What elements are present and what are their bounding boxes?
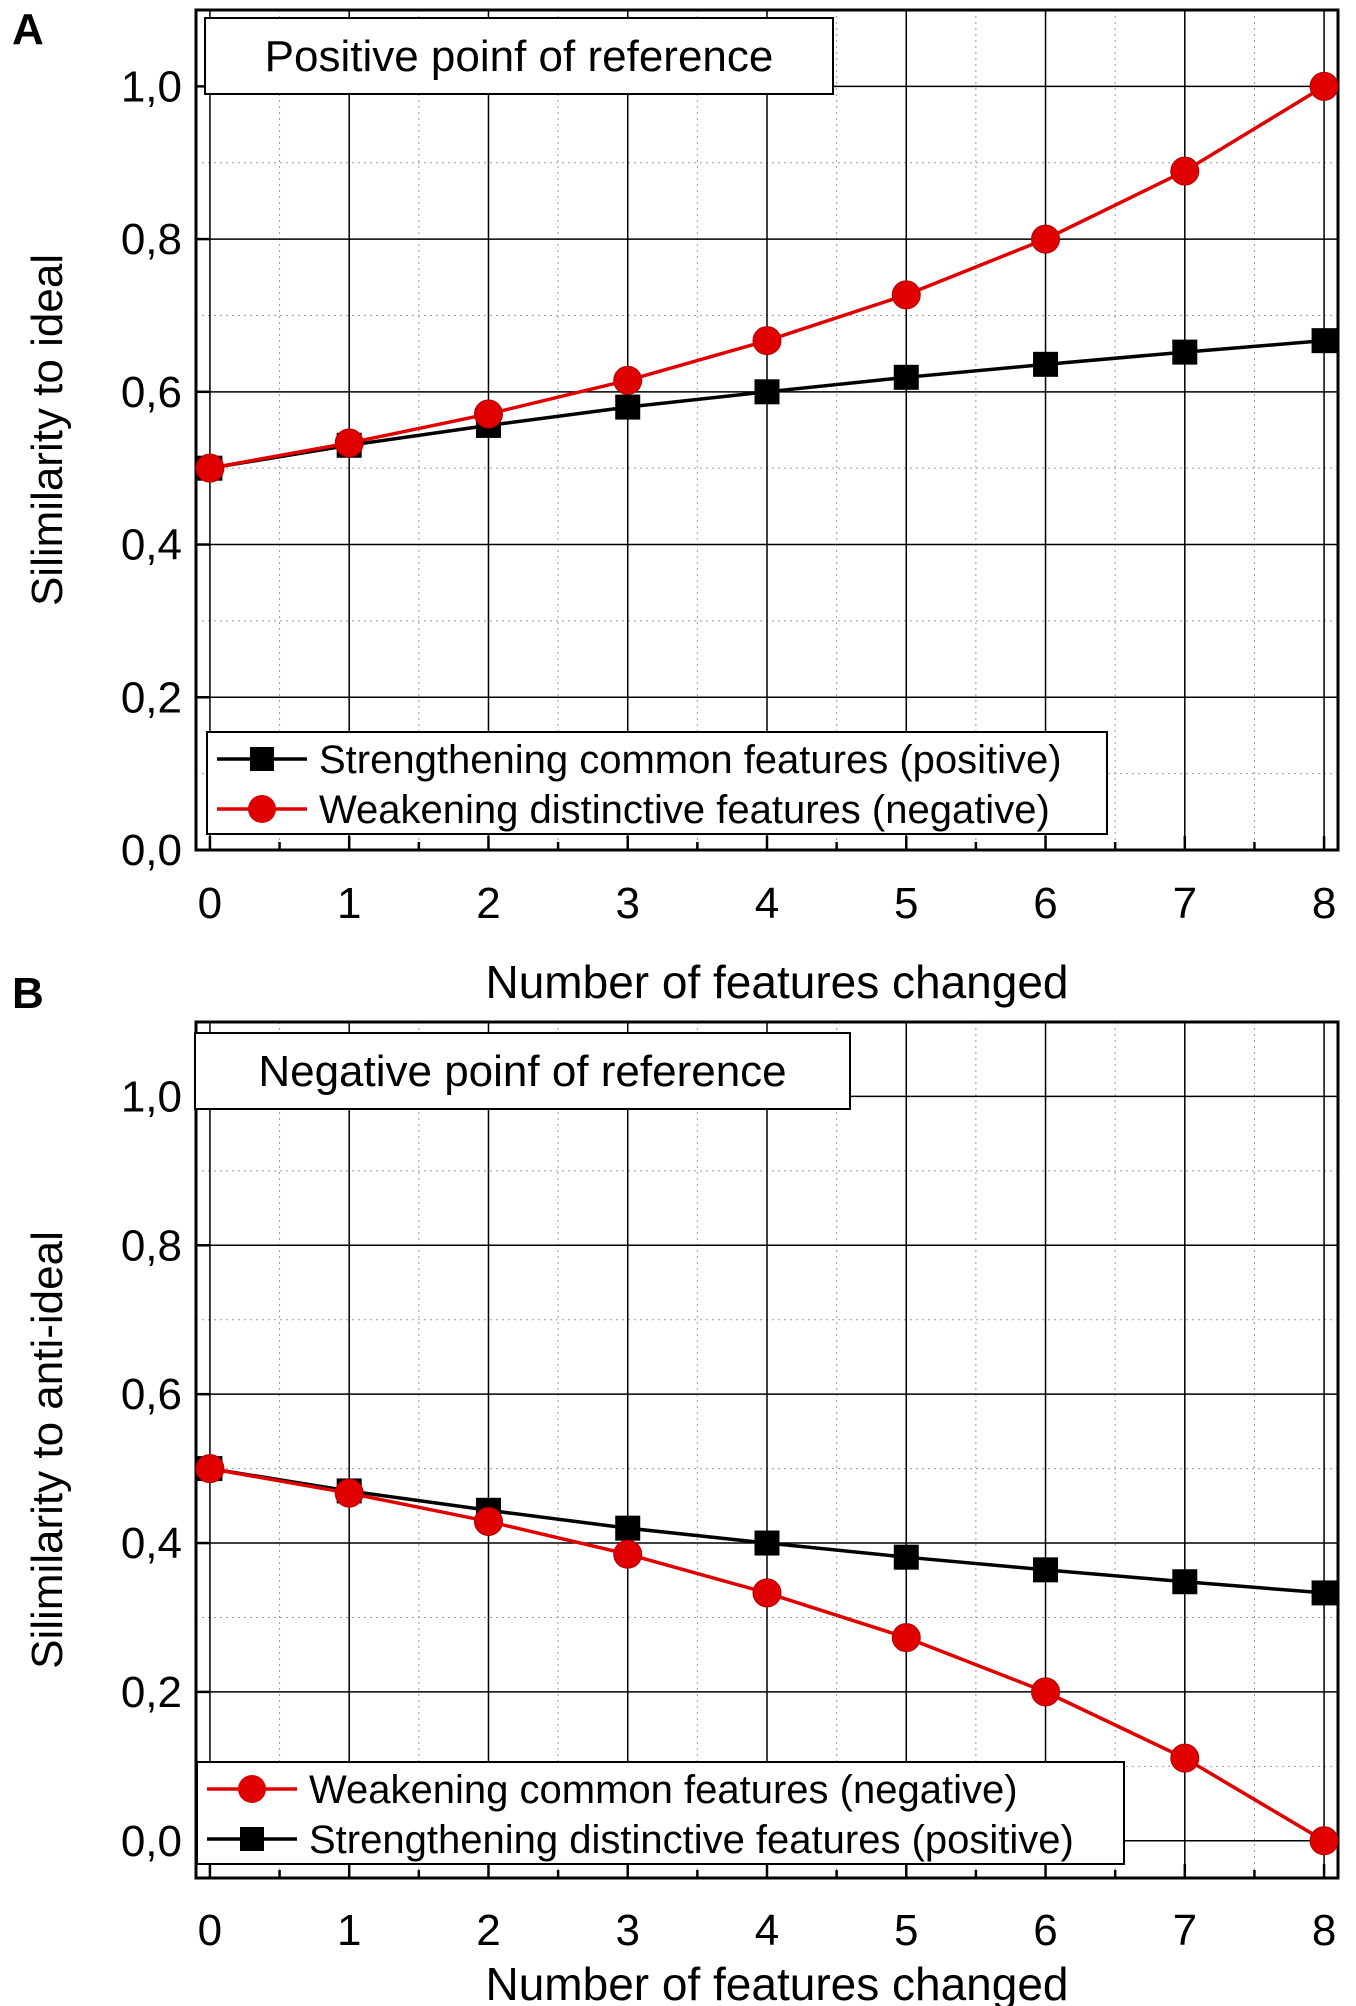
y-tick-label: 0,6 bbox=[121, 368, 182, 417]
annotation-box bbox=[194, 1032, 851, 1110]
data-point-circle bbox=[1170, 156, 1200, 186]
data-point-square bbox=[615, 1515, 641, 1541]
panel-b: 0 1 2 3 4 5 6 7 8 0,0 0,2 0,4 0,6 0,8 1,0 Number of fea… bbox=[12, 969, 1340, 2006]
data-point-circle bbox=[473, 399, 503, 429]
x-tick-label: 7 bbox=[1173, 879, 1197, 928]
data-point-square bbox=[1172, 339, 1198, 365]
y-tick-label: 0,2 bbox=[121, 1668, 182, 1717]
x-tick-label: 1 bbox=[337, 879, 361, 928]
y-tick-label: 0,0 bbox=[121, 1817, 182, 1866]
annotation-text: Positive poinf of reference bbox=[265, 32, 774, 81]
x-tick-label: 3 bbox=[615, 1906, 639, 1955]
data-point-circle bbox=[891, 280, 921, 310]
x-tick-label: 3 bbox=[615, 879, 639, 928]
data-point-circle bbox=[1170, 1743, 1200, 1773]
x-tick-label: 2 bbox=[476, 1906, 500, 1955]
x-tick-label: 6 bbox=[1033, 879, 1057, 928]
legend-entry-label: Strengthening common features (positive) bbox=[319, 738, 1062, 782]
panel-label: B bbox=[12, 969, 44, 1018]
data-point-square bbox=[1033, 1557, 1059, 1583]
legend-box bbox=[206, 731, 1108, 835]
x-tick-label: 1 bbox=[337, 1906, 361, 1955]
x-tick-label: 8 bbox=[1312, 879, 1336, 928]
panel-a: 0 1 2 3 4 5 6 7 8 0,0 0,2 0,4 0,6 0,8 1,0 Number of fea… bbox=[12, 5, 1340, 1008]
legend-circle-marker bbox=[238, 1775, 266, 1803]
legend-square-marker bbox=[240, 1827, 264, 1851]
x-tick-label: 4 bbox=[755, 879, 779, 928]
legend-entry-label: Weakening common features (negative) bbox=[309, 1768, 1018, 1812]
data-point-circle bbox=[334, 1478, 364, 1508]
data-point-circle bbox=[613, 365, 643, 395]
data-point-circle bbox=[195, 453, 225, 483]
data-point-circle bbox=[891, 1623, 921, 1653]
y-axis-label: Silimilarity to anti-ideal bbox=[23, 1231, 72, 1669]
legend-entry-label: Weakening distinctive features (negative… bbox=[319, 788, 1050, 832]
x-axis-label: Number of features changed bbox=[485, 1958, 1068, 2006]
y-tick-label: 0,4 bbox=[121, 1519, 182, 1568]
x-tick-label: 7 bbox=[1173, 1906, 1197, 1955]
data-point-circle bbox=[1031, 1677, 1061, 1707]
y-tick-label: 1,0 bbox=[121, 62, 182, 111]
data-point-square bbox=[615, 394, 641, 420]
y-axis-label: Silimilarity to ideal bbox=[23, 254, 72, 606]
legend-box bbox=[196, 1761, 1125, 1865]
data-point-circle bbox=[473, 1506, 503, 1536]
data-point-square bbox=[1311, 1580, 1337, 1606]
data-point-circle bbox=[752, 1578, 782, 1608]
data-point-circle bbox=[1031, 224, 1061, 254]
x-tick-label: 8 bbox=[1312, 1906, 1336, 1955]
x-tick-label: 2 bbox=[476, 879, 500, 928]
data-point-square bbox=[754, 379, 780, 405]
x-axis-label: Number of features changed bbox=[485, 956, 1068, 1008]
data-point-square bbox=[893, 1544, 919, 1570]
x-tick-label: 5 bbox=[894, 879, 918, 928]
data-point-square bbox=[754, 1530, 780, 1556]
y-tick-label: 0,4 bbox=[121, 521, 182, 570]
legend-square-marker bbox=[250, 747, 274, 771]
y-tick-label: 0,8 bbox=[121, 215, 182, 264]
y-tick-label: 0,6 bbox=[121, 1370, 182, 1419]
x-tick-label: 4 bbox=[755, 1906, 779, 1955]
x-tick-label: 0 bbox=[198, 1906, 222, 1955]
data-point-circle bbox=[1309, 1826, 1339, 1856]
annotation-text: Negative poinf of reference bbox=[258, 1047, 786, 1096]
data-point-circle bbox=[195, 1454, 225, 1484]
data-point-circle bbox=[334, 428, 364, 458]
y-tick-label: 0,0 bbox=[121, 826, 182, 875]
data-point-circle bbox=[1309, 71, 1339, 101]
y-tick-label: 0,8 bbox=[121, 1221, 182, 1270]
panel-label: A bbox=[12, 5, 44, 54]
x-tick-label: 5 bbox=[894, 1906, 918, 1955]
legend-entry-label: Strengthening distinctive features (posi… bbox=[309, 1818, 1074, 1862]
y-tick-label: 0,2 bbox=[121, 673, 182, 722]
data-point-square bbox=[1033, 351, 1059, 377]
data-point-circle bbox=[752, 326, 782, 356]
data-point-square bbox=[1172, 1569, 1198, 1595]
x-tick-label: 0 bbox=[198, 879, 222, 928]
data-point-square bbox=[893, 364, 919, 390]
annotation-box bbox=[204, 17, 834, 95]
legend-circle-marker bbox=[248, 795, 276, 823]
y-tick-label: 1,0 bbox=[121, 1072, 182, 1121]
x-tick-label: 6 bbox=[1033, 1906, 1057, 1955]
data-point-circle bbox=[613, 1539, 643, 1569]
data-point-square bbox=[1311, 328, 1337, 354]
